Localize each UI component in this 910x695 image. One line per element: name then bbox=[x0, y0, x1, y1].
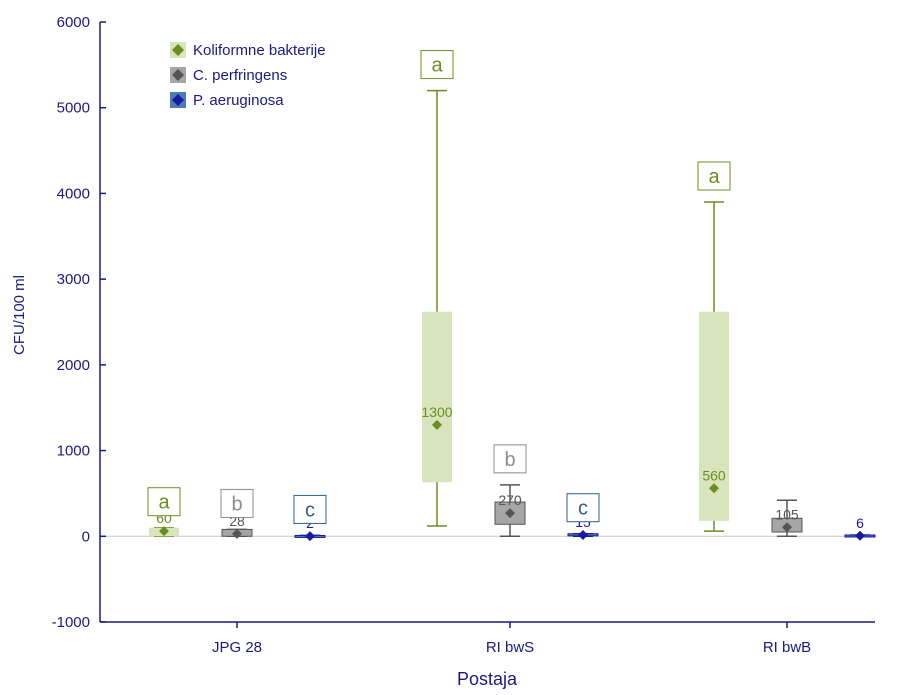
group-letter-box bbox=[220, 488, 254, 518]
median-marker bbox=[782, 522, 792, 533]
x-tick-label: RI bwS bbox=[486, 639, 534, 656]
box-group: 105 bbox=[771, 499, 803, 538]
legend-marker bbox=[172, 94, 184, 106]
legend-marker bbox=[172, 44, 184, 56]
y-tick-label: 4000 bbox=[57, 185, 90, 202]
group-letter-box bbox=[420, 50, 454, 80]
group-letter: b bbox=[504, 449, 515, 471]
group-letter: a bbox=[708, 166, 720, 188]
legend-marker bbox=[172, 69, 184, 81]
box-group: 15c bbox=[566, 493, 600, 540]
median-marker bbox=[305, 531, 315, 542]
y-tick-label: 1000 bbox=[57, 443, 90, 460]
median-marker bbox=[855, 530, 865, 541]
y-tick-label: -1000 bbox=[52, 614, 90, 631]
legend-item: Koliformne bakterije bbox=[170, 42, 326, 59]
x-tick-label: RI bwB bbox=[763, 639, 811, 656]
box-group: 1300 a bbox=[420, 50, 454, 527]
median-marker bbox=[505, 508, 515, 519]
median-value-label: 6 bbox=[856, 515, 864, 531]
group-letter: a bbox=[158, 492, 170, 514]
median-marker bbox=[432, 419, 442, 430]
y-tick-label: 0 bbox=[82, 528, 90, 545]
group-letter-box bbox=[697, 161, 731, 191]
legend: Koliformne bakterije C. perfringens P. aer… bbox=[170, 42, 326, 109]
group-letter: c bbox=[578, 498, 588, 520]
iqr-box bbox=[422, 311, 452, 483]
x-axis-title: Postaja bbox=[457, 669, 518, 689]
box-group: 2c bbox=[293, 494, 327, 542]
median-value-label: 1300 bbox=[421, 404, 452, 420]
median-marker bbox=[578, 530, 588, 540]
group-letter-box bbox=[493, 444, 527, 474]
group-letter: a bbox=[431, 55, 443, 77]
median-marker bbox=[709, 483, 719, 494]
group-letter-box bbox=[147, 487, 181, 517]
group-letter: b bbox=[231, 493, 242, 515]
legend-label: C. perfringens bbox=[193, 67, 287, 84]
group-letter-box bbox=[566, 493, 600, 523]
y-tick-label: 2000 bbox=[57, 357, 90, 374]
median-value-label: 560 bbox=[702, 467, 726, 483]
x-tick-label: JPG 28 bbox=[212, 639, 262, 656]
box-group: 270 b bbox=[493, 444, 527, 538]
box-group: 28b bbox=[220, 488, 254, 539]
median-value-label: 270 bbox=[498, 492, 522, 508]
y-axis-title: CFU/100 ml bbox=[11, 275, 28, 355]
box-group: 560 a bbox=[697, 161, 731, 532]
median-marker bbox=[159, 526, 169, 537]
median-marker bbox=[232, 528, 242, 539]
group-letter: c bbox=[305, 499, 315, 521]
legend-label: P. aeruginosa bbox=[193, 92, 284, 109]
box-group: 60a bbox=[147, 487, 181, 538]
box-group: 6 bbox=[844, 515, 876, 541]
y-tick-label: 3000 bbox=[57, 271, 90, 288]
legend-item: P. aeruginosa bbox=[170, 92, 284, 109]
plot-area: 60a 1300 a 560 a 28b 270 b 105 2c 15c 6 bbox=[100, 50, 876, 542]
y-tick-label: 5000 bbox=[57, 100, 90, 117]
y-tick-label: 6000 bbox=[57, 14, 90, 31]
group-letter-box bbox=[293, 494, 327, 524]
axes: -1000 0 1000 2000 3000 4000 5000 6000 JPG 28 RI b… bbox=[52, 14, 875, 656]
legend-item: C. perfringens bbox=[170, 67, 287, 84]
median-value-label: 105 bbox=[775, 506, 799, 522]
legend-label: Koliformne bakterije bbox=[193, 42, 326, 59]
